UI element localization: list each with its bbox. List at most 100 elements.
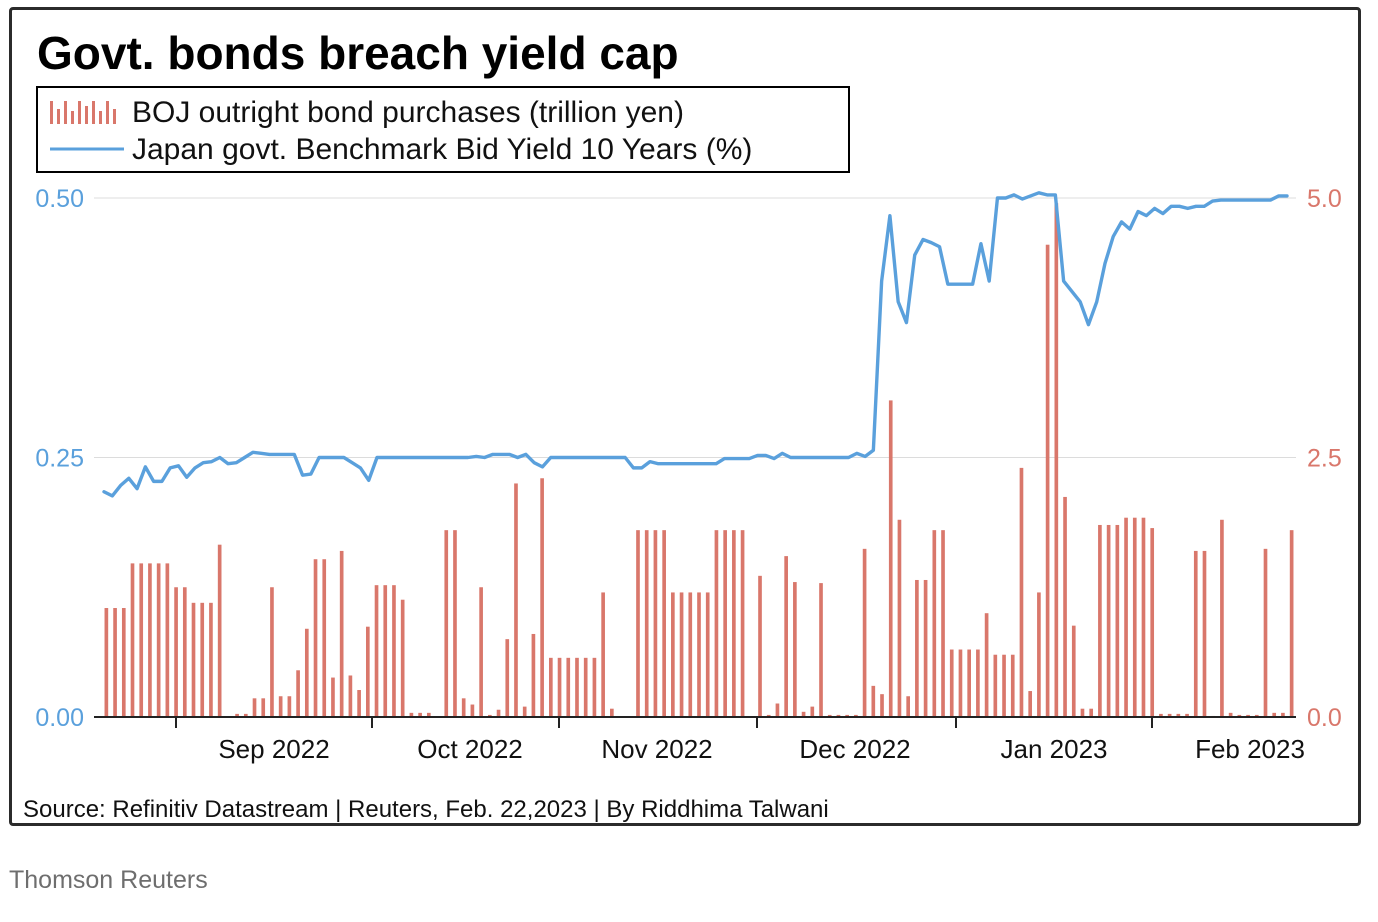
bar	[549, 657, 553, 717]
bar	[671, 592, 675, 717]
bar	[897, 519, 902, 717]
bar	[540, 478, 544, 717]
bar-series	[104, 203, 1294, 717]
bar	[1080, 708, 1085, 717]
bar	[1141, 517, 1146, 717]
bar	[636, 530, 640, 717]
bar	[348, 675, 353, 717]
bar	[958, 649, 963, 717]
bar	[426, 712, 431, 717]
bar	[357, 690, 361, 717]
legend-label-bars: BOJ outright bond purchases (trillion ye…	[132, 96, 684, 129]
bar	[592, 657, 597, 717]
bar	[984, 613, 989, 717]
bar	[496, 709, 501, 717]
bar	[967, 649, 971, 717]
bar	[880, 694, 884, 717]
bar	[1098, 524, 1102, 717]
bar	[1254, 714, 1259, 717]
bar	[662, 530, 666, 717]
bar	[583, 657, 588, 717]
bar	[1028, 691, 1033, 717]
bar	[1010, 654, 1015, 717]
bar	[610, 708, 614, 717]
bar	[993, 654, 998, 717]
bar	[697, 592, 701, 717]
bar	[801, 711, 806, 717]
bar	[296, 670, 300, 717]
bar	[409, 712, 414, 717]
bar	[1124, 517, 1128, 717]
bar	[932, 530, 937, 717]
bar	[723, 530, 727, 717]
bar	[1237, 714, 1242, 717]
bar	[243, 713, 248, 717]
bar	[1246, 714, 1250, 717]
bar	[810, 706, 815, 717]
bar	[104, 608, 109, 717]
gridlines	[94, 197, 1296, 458]
bar	[766, 714, 771, 717]
bar	[976, 649, 980, 717]
bar	[827, 714, 832, 717]
legend-line-swatch-icon	[50, 147, 124, 151]
bar	[130, 563, 135, 717]
source-note: Source: Refinitiv Datastream | Reuters, …	[23, 796, 829, 823]
bar	[182, 587, 187, 717]
bar	[165, 563, 170, 717]
bar	[1167, 713, 1172, 717]
x-tick-label: Feb 2023	[1195, 734, 1305, 764]
bar	[566, 657, 571, 717]
bar	[1019, 467, 1024, 717]
bar	[1263, 548, 1268, 717]
bar	[575, 657, 579, 717]
x-tick-label: Oct 2022	[417, 734, 523, 764]
bar	[304, 628, 309, 717]
bar	[793, 582, 797, 717]
bar	[732, 530, 736, 717]
bar	[845, 714, 849, 717]
bar	[923, 579, 928, 717]
legend-bar-swatch-icon	[50, 101, 116, 124]
bar	[1054, 203, 1059, 717]
bar	[1115, 524, 1120, 717]
legend-label-line: Japan govt. Benchmark Bid Yield 10 Years…	[132, 133, 753, 166]
bar	[113, 608, 117, 717]
bar	[339, 550, 344, 717]
bar	[653, 530, 658, 717]
line-series	[102, 191, 1289, 498]
axes: 0.00 0.25 0.50 0.0 2.5 5.0 Sep 2022 Oct 2022 Nov…	[35, 185, 1341, 764]
bar	[374, 585, 379, 717]
bar	[139, 563, 144, 717]
bar	[470, 704, 475, 717]
bar	[235, 713, 239, 717]
bar	[261, 698, 266, 717]
bar	[287, 696, 292, 717]
bar	[522, 706, 527, 717]
bar	[688, 592, 693, 717]
bar	[836, 714, 841, 717]
bar	[1185, 713, 1189, 717]
y-left-tick-label: 0.00	[35, 704, 84, 732]
bar	[1037, 592, 1041, 717]
x-tick-label: Jan 2023	[1001, 734, 1108, 764]
y-right-tick-label: 5.0	[1307, 185, 1342, 213]
bar	[1089, 708, 1094, 717]
bar	[383, 585, 388, 717]
bar	[1159, 713, 1163, 717]
bar	[915, 579, 919, 717]
y-right-tick-label: 0.0	[1307, 704, 1342, 732]
bar	[191, 602, 196, 717]
bar	[278, 696, 283, 717]
legend: BOJ outright bond purchases (trillion ye…	[36, 86, 850, 173]
bar	[1106, 524, 1111, 717]
legend-entry-bars: BOJ outright bond purchases (trillion ye…	[38, 92, 848, 132]
bar	[906, 696, 910, 717]
bar	[418, 712, 422, 717]
bar	[1045, 244, 1050, 717]
legend-entry-line: Japan govt. Benchmark Bid Yield 10 Years…	[38, 129, 848, 169]
y-left-tick-label: 0.25	[35, 445, 84, 473]
bar	[1193, 550, 1198, 717]
bar	[148, 563, 152, 717]
